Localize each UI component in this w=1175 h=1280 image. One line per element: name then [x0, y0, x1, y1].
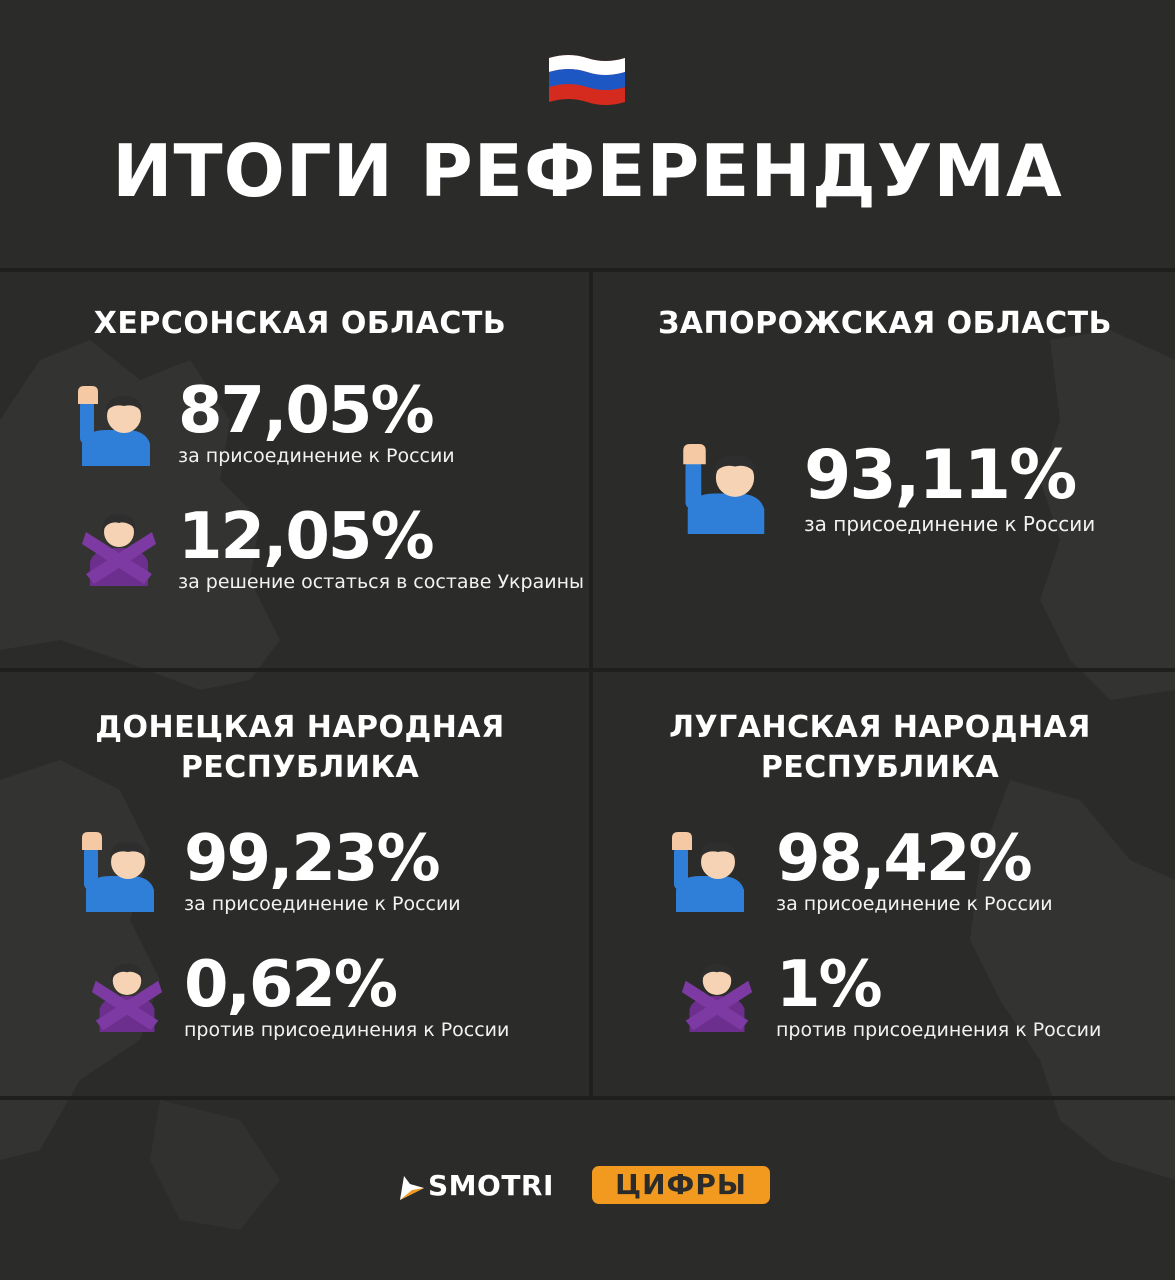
- raised-hand-man-icon: [683, 444, 765, 534]
- stat-value: 0,62%: [184, 948, 398, 1022]
- stat-kherson-for: 87,05% за присоединение к России: [178, 378, 455, 468]
- stat-luhansk-for: 98,42% за присоединение к России: [776, 826, 1053, 916]
- region-name-zaporozhye: ЗАПОРОЖСКАЯ ОБЛАСТЬ: [657, 306, 1112, 341]
- region-name-line: РЕСПУБЛИКА: [180, 750, 420, 785]
- divider-top: [0, 268, 1175, 272]
- region-name-line: ЛУГАНСКАЯ НАРОДНАЯ: [669, 710, 1091, 745]
- region-name-kherson: ХЕРСОНСКАЯ ОБЛАСТЬ: [93, 306, 507, 341]
- stat-value: 12,05%: [178, 500, 435, 574]
- stat-caption: за решение остаться в составе Украины: [178, 571, 584, 593]
- crossed-arms-woman-icon: [91, 963, 163, 1032]
- stat-caption: за присоединение к России: [184, 893, 461, 915]
- stat-value: 87,05%: [178, 374, 435, 448]
- stat-kherson-against: 12,05% за решение остаться в составе Укр…: [178, 504, 584, 594]
- stat-caption: против присоединения к России: [184, 1019, 510, 1041]
- stat-value: 99,23%: [184, 822, 441, 896]
- brand-name: SMOTRI: [428, 1169, 554, 1202]
- smotri-play-icon: [400, 1176, 424, 1200]
- raised-hand-man-icon: [78, 386, 150, 466]
- raised-hand-man-icon: [82, 832, 154, 912]
- crossed-arms-woman-icon: [681, 963, 753, 1032]
- crossed-arms-woman-icon: [82, 514, 156, 586]
- stat-caption: за присоединение к России: [804, 512, 1096, 536]
- raised-hand-man-icon: [672, 832, 744, 912]
- divider-vertical: [589, 272, 593, 1100]
- stat-zaporozhye-for: 93,11% за присоединение к России: [804, 436, 1096, 537]
- region-name-line: ДОНЕЦКАЯ НАРОДНАЯ: [95, 710, 505, 745]
- stat-caption: за присоединение к России: [178, 445, 455, 467]
- stat-donetsk-against: 0,62% против присоединения к России: [184, 952, 509, 1042]
- divider-bottom: [0, 1096, 1175, 1100]
- stat-caption: за присоединение к России: [776, 893, 1053, 915]
- page-title: ИТОГИ РЕФЕРЕНДУМА: [112, 129, 1063, 213]
- russian-flag-icon: [549, 55, 625, 105]
- region-name-line: РЕСПУБЛИКА: [760, 750, 1000, 785]
- divider-middle: [0, 668, 1175, 672]
- stat-luhansk-against: 1% против присоединения к России: [776, 952, 1101, 1042]
- region-name-luhansk: ЛУГАНСКАЯ НАРОДНАЯ РЕСПУБЛИКА: [600, 708, 1160, 788]
- stat-value: 93,11%: [804, 436, 1077, 515]
- stat-donetsk-for: 99,23% за присоединение к России: [184, 826, 461, 916]
- stat-caption: против присоединения к России: [776, 1019, 1102, 1041]
- stat-value: 1%: [776, 948, 883, 1022]
- region-name-donetsk: ДОНЕЦКАЯ НАРОДНАЯ РЕСПУБЛИКА: [40, 708, 560, 788]
- stat-value: 98,42%: [776, 822, 1033, 896]
- brand-badge: ЦИФРЫ: [592, 1166, 770, 1204]
